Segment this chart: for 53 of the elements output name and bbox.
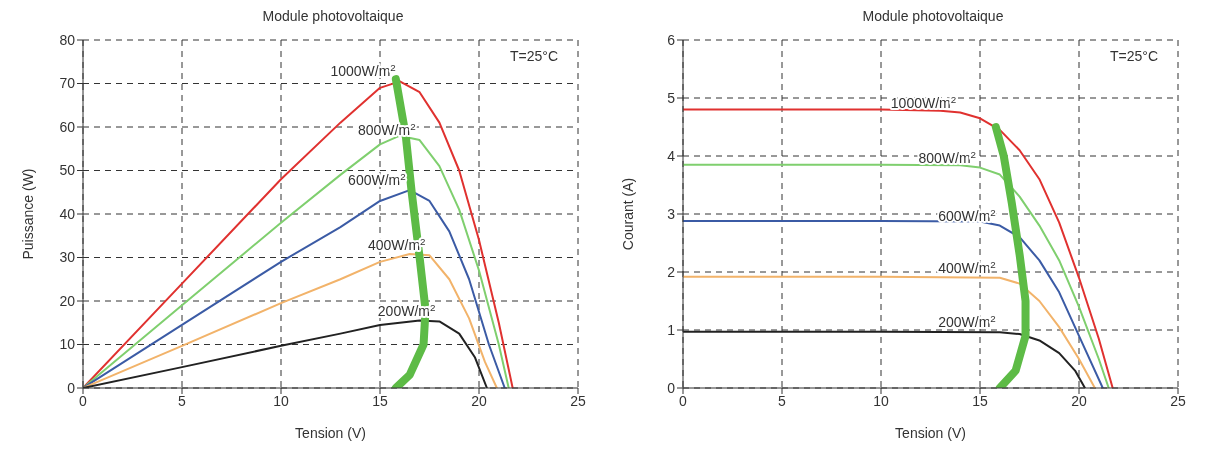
y-tick-label: 4 bbox=[667, 147, 676, 164]
y-tick-label: 6 bbox=[667, 31, 676, 48]
y-tick-label: 80 bbox=[59, 31, 76, 48]
line-series bbox=[83, 189, 506, 388]
y-tick-label: 5 bbox=[667, 89, 676, 106]
line-series bbox=[83, 253, 498, 388]
y-tick-label: 50 bbox=[59, 162, 76, 179]
annotation: T=25°C bbox=[509, 48, 558, 64]
line-series bbox=[83, 80, 514, 388]
x-tick-label: 20 bbox=[1071, 392, 1087, 409]
y-tick-label: 10 bbox=[59, 336, 76, 353]
series-label: 600W/m$^{2}$ bbox=[348, 170, 406, 189]
x-tick-label: 5 bbox=[778, 392, 787, 409]
line-series bbox=[683, 219, 1104, 388]
line-series bbox=[683, 330, 1086, 388]
y-axis-title: Puissance (W) bbox=[19, 168, 36, 260]
series-label: 1000W/m$^{2}$ bbox=[890, 93, 957, 111]
y-tick-label: 0 bbox=[667, 379, 676, 396]
line-series bbox=[683, 163, 1110, 388]
series-label: 1000W/m$^{2}$ bbox=[330, 61, 396, 80]
series-label: 200W/m$^{2}$ bbox=[938, 312, 996, 331]
y-tick-label: 60 bbox=[59, 118, 76, 135]
y-tick-label: 40 bbox=[59, 205, 76, 222]
y-tick-label: 70 bbox=[59, 75, 76, 92]
annotation: T=25°C bbox=[1109, 48, 1158, 64]
line-series bbox=[83, 134, 510, 388]
y-tick-label: 2 bbox=[667, 263, 676, 280]
x-tick-label: 5 bbox=[178, 392, 187, 409]
x-tick-label: 10 bbox=[273, 392, 289, 409]
x-tick-label: 15 bbox=[972, 392, 988, 409]
x-axis-title: Tension (V) bbox=[895, 425, 966, 441]
chart-title: Module photovoltaique bbox=[261, 8, 405, 26]
y-tick-label: 30 bbox=[59, 249, 76, 266]
x-tick-label: 0 bbox=[679, 392, 688, 409]
line-series bbox=[683, 108, 1114, 388]
y-tick-label: 3 bbox=[667, 205, 676, 222]
line-series bbox=[683, 275, 1096, 388]
y-axis-title: Courant (A) bbox=[619, 177, 636, 251]
series-label: 400W/m$^{2}$ bbox=[938, 258, 996, 276]
series-label: 800W/m$^{2}$ bbox=[918, 148, 976, 166]
line-series bbox=[83, 319, 488, 388]
x-axis-title: Tension (V) bbox=[295, 425, 366, 441]
x-tick-label: 20 bbox=[471, 392, 487, 409]
x-tick-label: 25 bbox=[1170, 392, 1186, 409]
y-tick-label: 1 bbox=[667, 321, 676, 338]
x-tick-label: 15 bbox=[372, 392, 388, 409]
x-tick-label: 10 bbox=[873, 392, 889, 409]
y-tick-label: 20 bbox=[59, 292, 76, 309]
series-label: 600W/m$^{2}$ bbox=[938, 206, 996, 224]
y-tick-label: 0 bbox=[67, 379, 76, 396]
x-tick-label: 0 bbox=[79, 392, 88, 409]
chart-title: Module photovoltaique bbox=[861, 8, 1005, 26]
x-tick-label: 25 bbox=[570, 392, 586, 409]
